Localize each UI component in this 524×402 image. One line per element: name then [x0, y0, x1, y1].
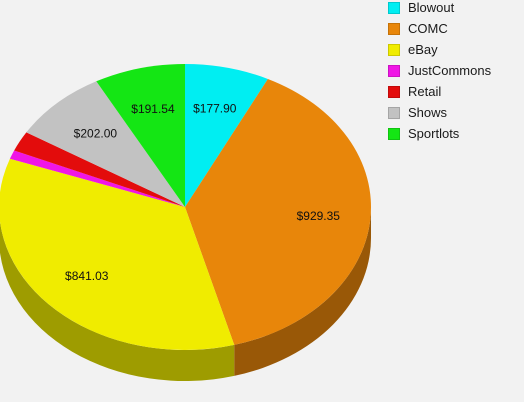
legend-label: eBay: [408, 42, 438, 57]
legend-swatch: [388, 85, 400, 98]
data-label-blowout: $177.90: [193, 102, 237, 116]
data-label-shows: $202.00: [74, 127, 118, 141]
pie-slice-ebay: [0, 158, 235, 350]
legend-label: JustCommons: [408, 63, 492, 78]
legend-item: JustCommons: [388, 60, 491, 81]
legend-swatch: [388, 22, 400, 35]
legend-label: Blowout: [408, 0, 455, 15]
legend-swatch: [388, 106, 400, 119]
legend-swatch: [388, 43, 400, 56]
data-label-ebay: $841.03: [65, 269, 109, 283]
pie-slice-blowout: [185, 64, 268, 207]
pie-slice-shows: [26, 81, 186, 207]
chart-legend: Blowout COMC eBay JustCommons Retail Sho…: [388, 0, 491, 144]
pie-slice-justcommons: [9, 150, 186, 207]
legend-item: Retail: [388, 81, 491, 102]
data-label-comc: $929.35: [297, 209, 341, 223]
legend-item: Blowout: [388, 0, 491, 18]
pie-slice-sportlots: [96, 64, 185, 207]
legend-label: Shows: [408, 105, 448, 120]
legend-swatch: [388, 1, 400, 14]
legend-label: Retail: [408, 84, 442, 99]
pie-side-ebay: [0, 221, 235, 381]
data-label-sportlots: $191.54: [131, 102, 175, 116]
legend-item: Sportlots: [388, 123, 491, 144]
legend-swatch: [388, 127, 400, 140]
legend-swatch: [388, 64, 400, 77]
legend-item: Shows: [388, 102, 491, 123]
legend-label: COMC: [408, 21, 448, 36]
pie-slice-comc: [185, 78, 371, 345]
pie-slice-retail: [14, 132, 185, 207]
pie-side-comc: [234, 207, 371, 376]
legend-item: COMC: [388, 18, 491, 39]
legend-item: eBay: [388, 39, 491, 60]
legend-label: Sportlots: [408, 126, 460, 141]
